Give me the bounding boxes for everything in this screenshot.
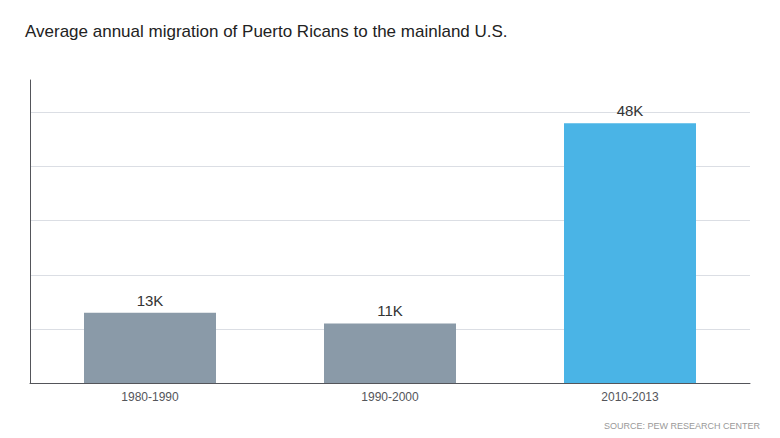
svg-text:1990-2000: 1990-2000 [361, 390, 419, 404]
svg-text:2010-2013: 2010-2013 [601, 390, 659, 404]
svg-text:Average annual migration of Pu: Average annual migration of Puerto Rican… [25, 22, 508, 41]
svg-text:SOURCE: PEW RESEARCH CENTER: SOURCE: PEW RESEARCH CENTER [604, 421, 761, 431]
svg-text:11K: 11K [377, 302, 403, 319]
svg-text:13K: 13K [137, 292, 164, 309]
svg-text:1980-1990: 1980-1990 [121, 390, 179, 404]
svg-text:48K: 48K [617, 102, 644, 119]
